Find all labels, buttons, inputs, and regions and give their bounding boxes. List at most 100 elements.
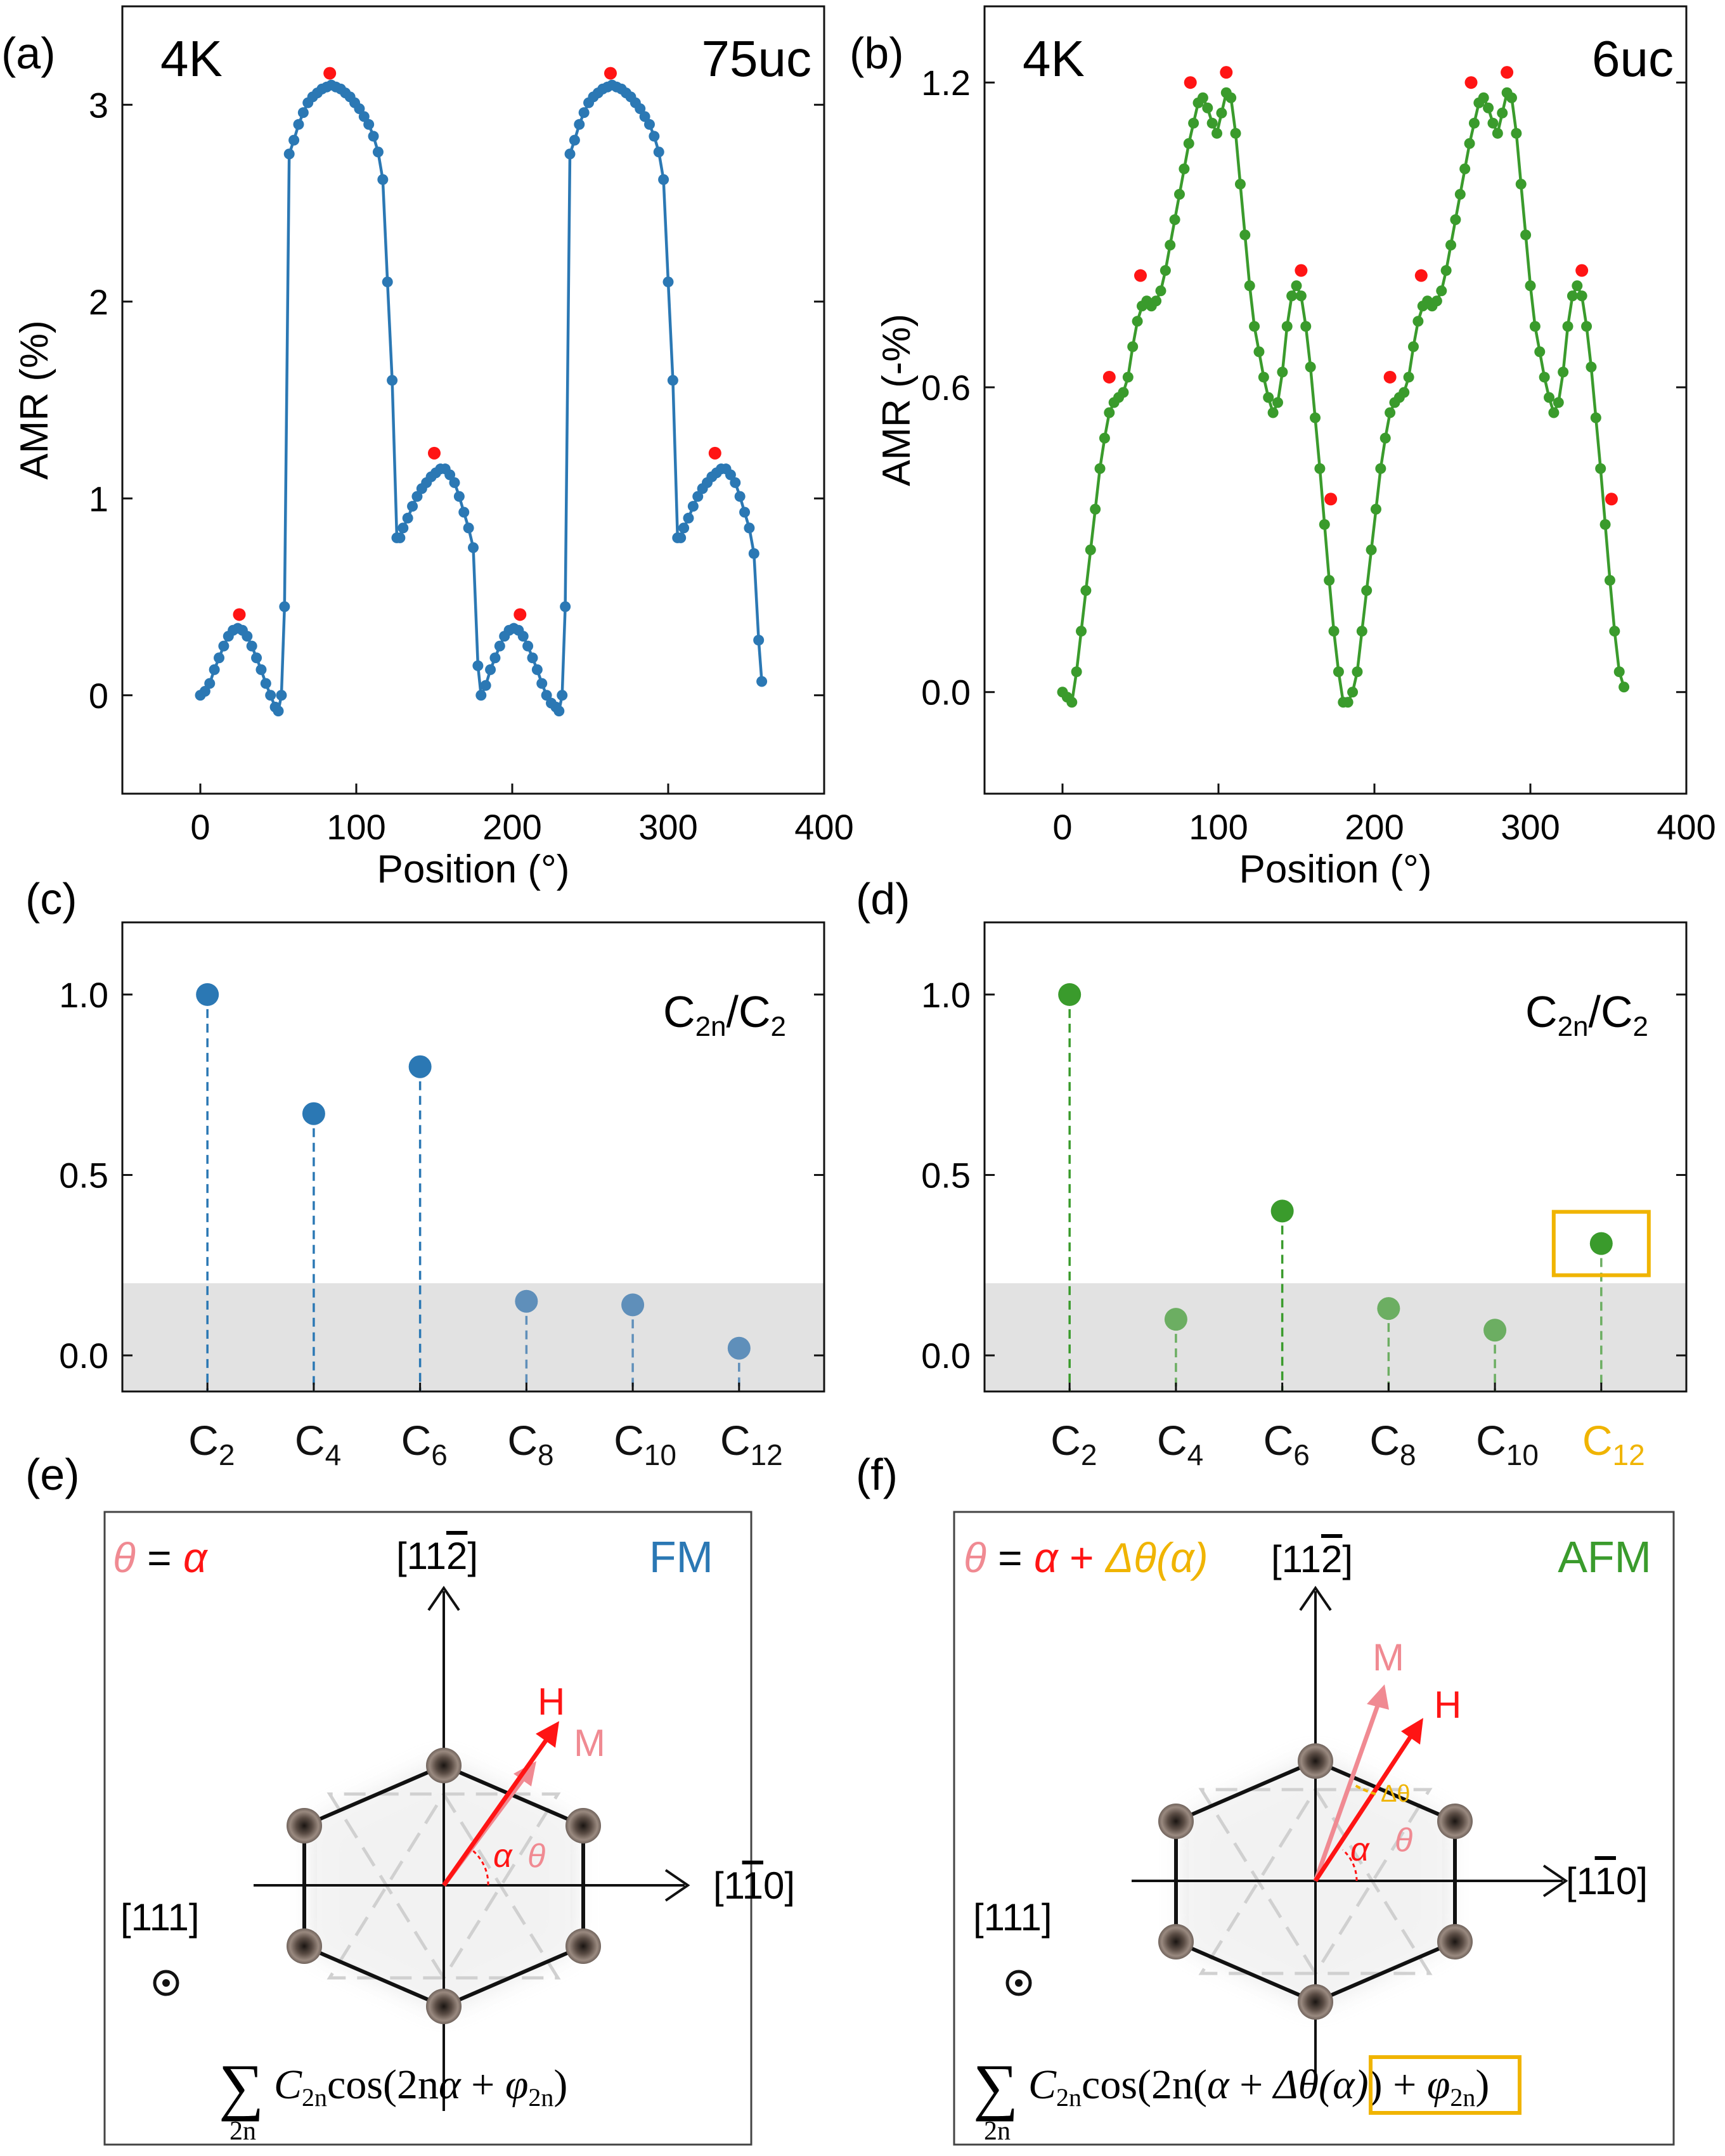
data-point — [1179, 163, 1190, 174]
data-point — [748, 548, 759, 559]
data-point — [725, 469, 736, 481]
y-tick-label: 1.0 — [921, 975, 971, 1015]
data-point — [1310, 412, 1321, 423]
y-tick-label: 0.0 — [59, 1336, 108, 1376]
axis-up-label: [112] — [396, 1535, 478, 1577]
temperature-label: 4K — [1023, 30, 1085, 87]
data-point — [1572, 280, 1583, 292]
out-of-plane-icon — [1005, 1970, 1032, 1996]
ratio-label-part: C — [663, 987, 695, 1036]
data-point — [1468, 117, 1480, 129]
axis-horizontal-arrowhead — [664, 1869, 690, 1902]
formula-body: C2ncos(2n(α + Δθ(α)) + φ2n) — [1028, 2062, 1489, 2112]
chart-a: 0 100 200 300 400 0 1 2 3 Position (°) AMR (%) 4K 75… — [13, 5, 854, 891]
data-point — [1076, 626, 1087, 637]
ratio-label-part: 2 — [1633, 1011, 1648, 1042]
data-point — [377, 174, 389, 185]
data-point — [1548, 407, 1560, 418]
mode-label-afm: AFM — [1558, 1532, 1651, 1582]
y-tick-label: 1.2 — [921, 63, 971, 103]
peak-marker — [1605, 493, 1618, 506]
data-point — [569, 134, 580, 146]
stem-marker — [727, 1336, 751, 1360]
category-label: C10 — [1476, 1417, 1539, 1471]
m-vector-arrowhead — [1367, 1684, 1389, 1710]
data-point — [1071, 666, 1082, 678]
category-main: C — [1369, 1417, 1400, 1464]
category-sub: 10 — [1506, 1438, 1539, 1471]
category-sub: 6 — [431, 1438, 448, 1471]
ratio-label-part: /C — [1589, 987, 1633, 1036]
diagram-frame — [953, 1511, 1675, 2146]
data-point — [1412, 316, 1424, 327]
ratio-label: C2n/C2 — [1525, 987, 1648, 1042]
peak-marker — [1324, 493, 1338, 506]
category-main: C — [188, 1417, 219, 1464]
data-point — [387, 375, 398, 386]
data-point — [260, 678, 271, 689]
data-point — [1520, 229, 1532, 241]
delta-theta-highlight-box — [1369, 2055, 1521, 2115]
y-tick-label: 0.0 — [921, 1336, 971, 1376]
x-tick-label: 0 — [1052, 807, 1072, 847]
angle-arc — [470, 1848, 489, 1886]
axis-up-label: [112] — [1271, 1538, 1353, 1580]
data-point — [1609, 626, 1620, 637]
m-label: M — [574, 1722, 605, 1764]
data-point — [1450, 214, 1461, 226]
panel-label-a: (a) — [1, 29, 56, 78]
temperature-label: 4K — [160, 30, 223, 87]
out-of-plane-dot — [162, 1979, 170, 1987]
h-vector — [1314, 1733, 1414, 1882]
data-point — [494, 640, 505, 652]
category-sub: 2 — [1081, 1438, 1097, 1471]
data-point — [402, 512, 413, 524]
atom — [1437, 1924, 1473, 1959]
thickness-label: 75uc — [702, 30, 811, 87]
stem-marker — [1377, 1297, 1400, 1320]
atom — [1437, 1804, 1473, 1839]
data-point — [517, 631, 529, 642]
axis-vertical-arrowhead — [427, 1585, 460, 1611]
axis-vertical-arrowhead — [1299, 1585, 1332, 1611]
data-point — [489, 652, 501, 664]
peak-marker — [1383, 370, 1397, 384]
data-point — [1576, 290, 1587, 302]
axis-right-label: [110] — [1566, 1860, 1648, 1902]
category-sub: 6 — [1293, 1438, 1310, 1471]
data-point — [1581, 321, 1593, 332]
data-point — [1155, 285, 1166, 297]
data-point — [449, 477, 460, 488]
category-label: C12 — [1582, 1417, 1645, 1471]
formula-sum-index: 2n — [229, 2117, 256, 2146]
data-point — [1558, 366, 1569, 378]
atom — [1298, 1984, 1333, 2020]
data-point — [293, 119, 304, 130]
angle-arc — [1341, 1849, 1358, 1882]
data-point — [1604, 574, 1615, 586]
peak-marker — [1102, 370, 1116, 384]
peak-marker — [323, 67, 337, 80]
amr-formula: ∑ 2n C2ncos(2nα + φ2n) — [219, 2051, 567, 2146]
data-point — [1080, 584, 1092, 596]
equation-theta-alpha: θ = α — [113, 1534, 209, 1581]
delta-arc — [1352, 1783, 1376, 1795]
data-point — [1356, 626, 1367, 637]
data-point — [204, 678, 216, 689]
category-sub: 12 — [750, 1438, 782, 1471]
data-point — [279, 601, 290, 612]
diagram-afm: θ = α + Δθ(α) AFM [112] [110] [111] — [953, 1511, 1675, 2146]
data-point — [1562, 321, 1573, 332]
ratio-label-part: 2 — [771, 1011, 786, 1042]
plot-frame — [983, 921, 1688, 1393]
x-tick-label: 0 — [190, 807, 210, 847]
peak-marker — [1501, 66, 1514, 79]
data-point — [1478, 92, 1489, 103]
category-main: C — [720, 1417, 751, 1464]
y-axis-label: AMR (-%) — [875, 314, 919, 486]
category-main: C — [614, 1417, 644, 1464]
x-tick-label: 100 — [326, 807, 385, 847]
peak-marker — [1184, 76, 1197, 89]
